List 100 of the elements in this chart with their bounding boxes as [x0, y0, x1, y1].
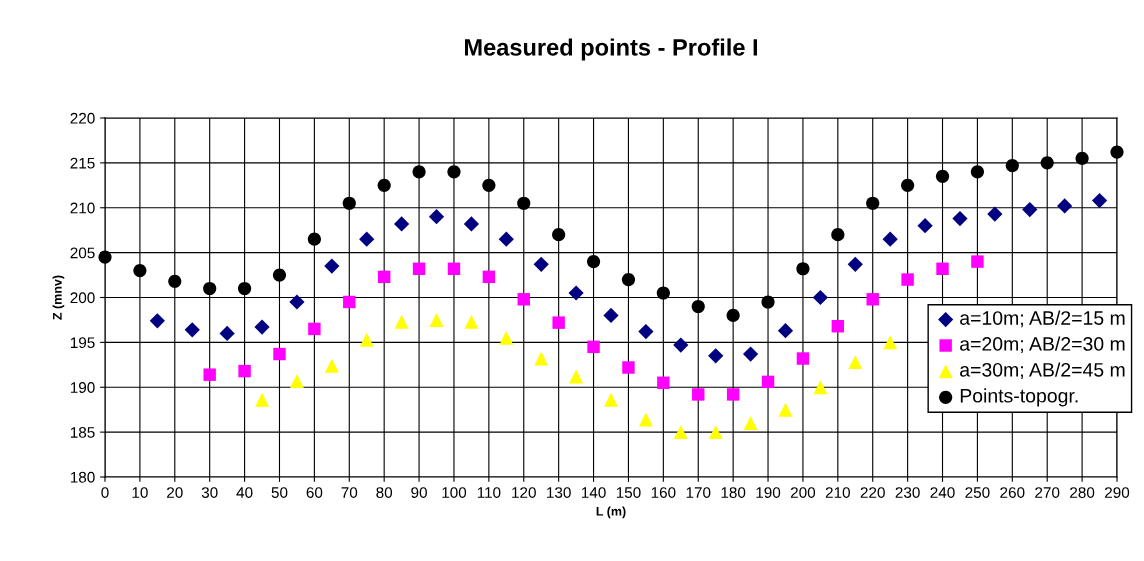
x-tick-label: 270 [1035, 487, 1060, 498]
point [569, 369, 584, 384]
point [796, 352, 810, 365]
point [812, 289, 828, 306]
x-tick-label: 240 [930, 487, 955, 498]
x-tick-label: 80 [376, 487, 393, 498]
point [254, 319, 270, 335]
point [464, 314, 479, 329]
x-tick-label: 110 [477, 487, 501, 498]
point [359, 332, 374, 347]
point [98, 250, 112, 264]
point [1040, 156, 1054, 170]
point [936, 262, 949, 275]
point [168, 274, 182, 288]
x-tick-label: 30 [201, 487, 218, 498]
point [917, 218, 933, 234]
x-tick-label: 210 [825, 487, 850, 498]
point [638, 324, 654, 340]
y-tick-label: 185 [70, 426, 95, 438]
point [568, 285, 584, 301]
x-tick-label: 290 [1105, 487, 1130, 498]
x-tick-label: 170 [686, 487, 711, 498]
point [324, 358, 339, 373]
y-tick-label: 190 [70, 382, 95, 393]
x-tick-label: 100 [442, 487, 467, 498]
point [429, 312, 444, 327]
point [517, 196, 531, 210]
x-tick-label: 220 [860, 487, 885, 498]
legend-label: Points-topogr. [960, 388, 1078, 407]
point [638, 412, 653, 427]
point [935, 169, 950, 183]
x-tick-label: 140 [581, 487, 606, 498]
point [882, 231, 898, 247]
point [883, 335, 898, 350]
legend-label: a=30m; AB/2=45 m [960, 362, 1125, 379]
point [901, 178, 915, 192]
point [587, 340, 600, 354]
point [499, 330, 514, 345]
point [866, 196, 880, 210]
point [1022, 201, 1038, 218]
x-tick-label: 60 [306, 487, 323, 498]
y-tick-label: 195 [70, 337, 95, 349]
point [273, 347, 286, 361]
point [673, 337, 689, 353]
point [831, 228, 845, 242]
point [394, 314, 409, 329]
x-tick-label: 230 [895, 487, 920, 498]
point [552, 228, 566, 242]
point [203, 281, 217, 296]
point [656, 286, 670, 300]
point [255, 392, 269, 407]
point [377, 270, 391, 284]
point [463, 216, 480, 232]
y-tick-label: 180 [70, 471, 95, 483]
point [517, 293, 530, 306]
x-tick-label: 250 [965, 487, 990, 498]
x-tick-label: 70 [341, 487, 358, 498]
point [203, 368, 216, 381]
point [534, 351, 549, 366]
point [778, 402, 793, 417]
point [708, 348, 724, 364]
x-tick-label: 90 [411, 487, 427, 498]
point [1005, 158, 1019, 173]
point [692, 388, 705, 401]
x-tick-label: 200 [790, 487, 816, 498]
point [847, 256, 863, 272]
legend-label: a=10m; AB/2=15 m [960, 310, 1125, 328]
point [866, 293, 879, 306]
point [482, 178, 496, 192]
point [184, 322, 200, 338]
x-tick-label: 0 [101, 487, 109, 498]
point [901, 273, 914, 286]
x-tick-label: 280 [1070, 487, 1095, 498]
y-tick-label: 210 [70, 202, 95, 214]
point [603, 307, 619, 324]
point [761, 375, 775, 389]
point [952, 210, 968, 227]
x-tick-label: 150 [616, 487, 641, 498]
point [238, 281, 252, 296]
point [552, 316, 565, 329]
point [987, 206, 1003, 222]
point [621, 272, 636, 287]
y-tick-label: 200 [70, 292, 95, 304]
chart-title: Measured points - Profile I [465, 38, 758, 61]
y-tick-label: 205 [70, 247, 95, 259]
point [1110, 145, 1124, 159]
point [428, 209, 445, 225]
point [447, 262, 461, 275]
y-tick-label: 220 [70, 112, 95, 124]
point [971, 255, 984, 268]
point [586, 255, 601, 269]
point [622, 361, 635, 374]
point [289, 294, 305, 310]
y-axis-title: Z (mnv) [52, 275, 65, 320]
point [831, 320, 845, 333]
point [238, 364, 251, 378]
x-tick-label: 20 [167, 487, 183, 498]
x-tick-label: 130 [547, 487, 571, 498]
point [482, 270, 496, 284]
x-tick-label: 260 [1000, 487, 1025, 498]
